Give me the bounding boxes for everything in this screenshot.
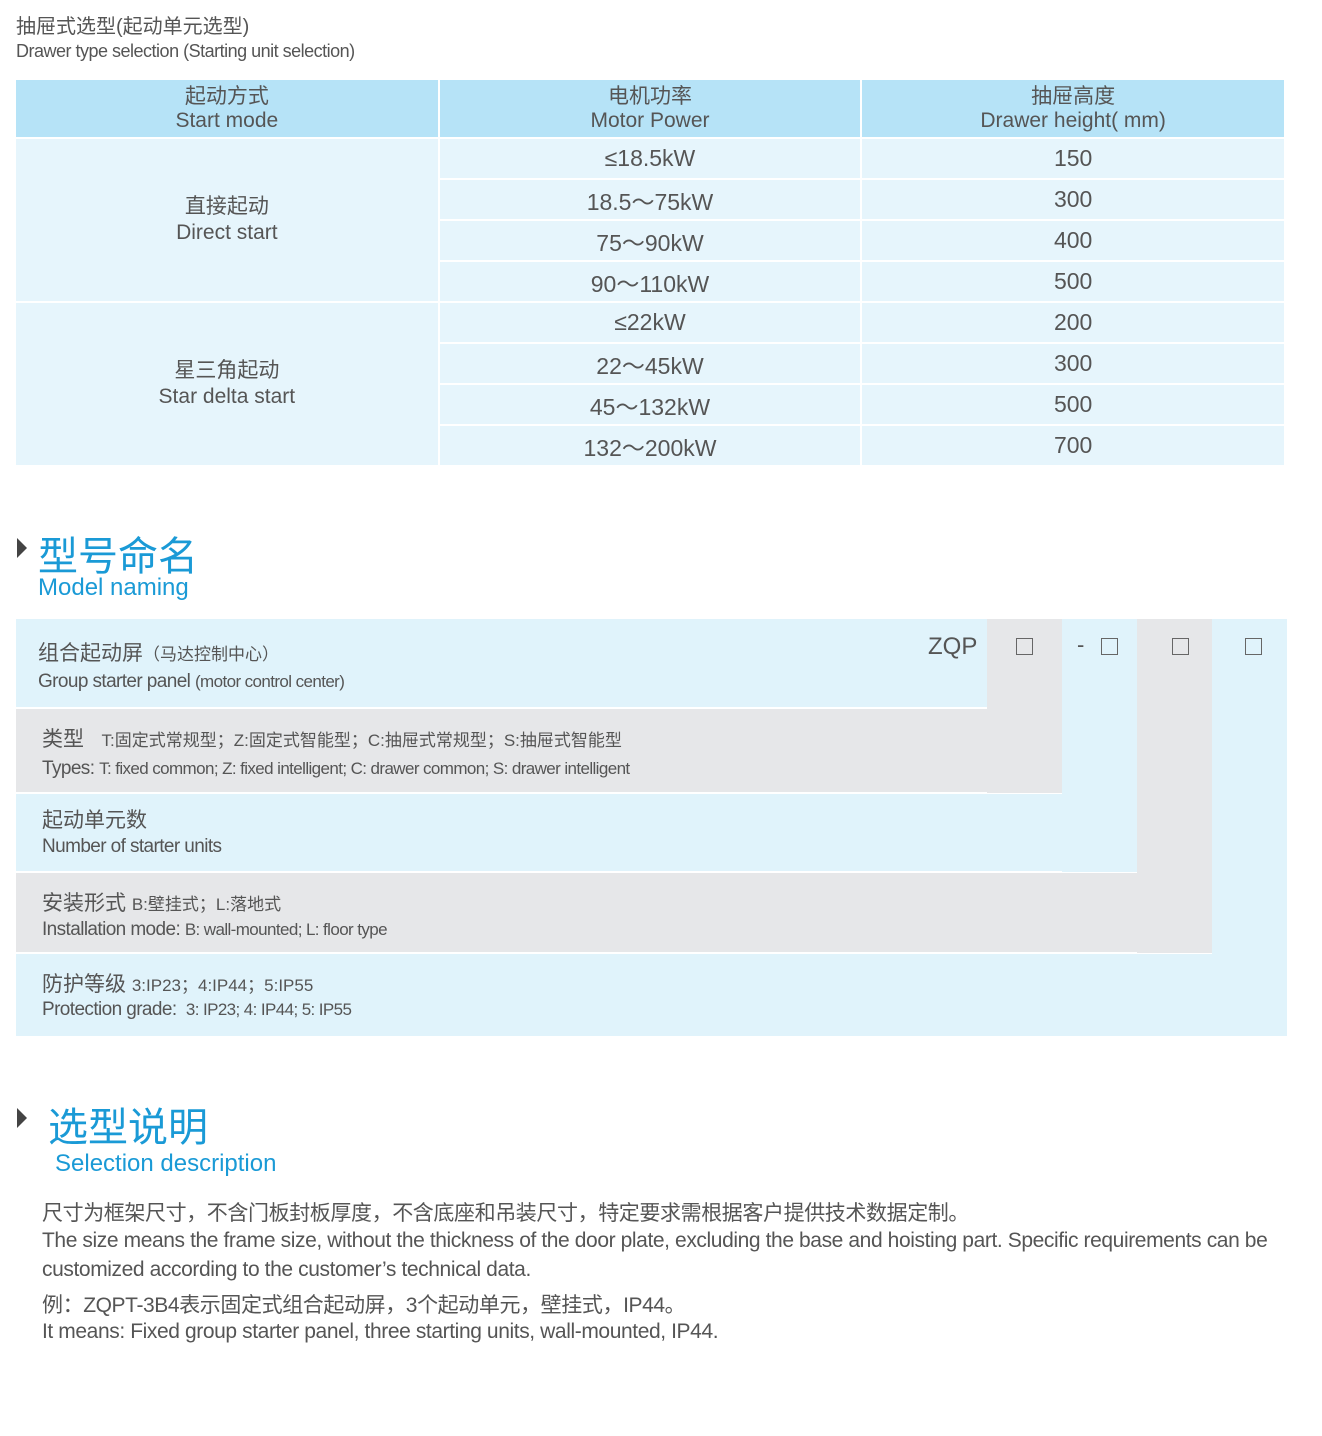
table-row: 90～110kW 500 xyxy=(16,260,1284,302)
mode-cn: 直接起动 xyxy=(184,195,269,218)
row-en: Number of starter units xyxy=(42,836,222,857)
selection-subheading: Selection description xyxy=(55,1150,277,1177)
drawer-selection-table: 起动方式 Start mode 电机功率 Motor Power 抽屉高度 Drawe… xyxy=(16,80,1284,465)
drawer-height-cell: 500 xyxy=(860,260,1284,302)
note: T:固定式常规型；Z:固定式智能型；C:抽屉式常规型；S:抽屉式智能型 xyxy=(101,731,622,750)
table-row: 星三角起动 Star delta start ≤22kW 200 xyxy=(16,301,1284,465)
drawer-height-cell: 400 xyxy=(860,219,1284,261)
row-type: 类型 T:固定式常规型；Z:固定式智能型；C:抽屉式常规型；S:抽屉式智能型 T… xyxy=(16,709,1062,792)
note: (motor control center) xyxy=(195,672,345,691)
header-drawer-height: 抽屉高度 Drawer height( mm) xyxy=(860,80,1284,138)
motor-power-cell: 75～90kW xyxy=(437,219,862,261)
desc-line-cn: 尺寸为框架尺寸，不含门板封板厚度，不含底座和吊装尺寸，特定要求需根据客户提供技术… xyxy=(42,1202,969,1225)
row-cn: 防护等级 3:IP23；4:IP44；5:IP55 xyxy=(42,968,313,998)
drawer-height-cell: 300 xyxy=(860,342,1284,384)
note: 3: IP23; 4: IP44; 5: IP55 xyxy=(185,1000,352,1019)
header-cn: 电机功率 xyxy=(607,84,692,108)
start-mode-cell: 直接起动 Direct start xyxy=(16,137,439,302)
header-motor-power: 电机功率 Motor Power xyxy=(437,80,862,138)
drawer-height-cell: 150 xyxy=(860,137,1284,179)
mode-en: Direct start xyxy=(176,221,278,244)
example-en: It means: Fixed group starter panel, thr… xyxy=(42,1320,719,1343)
row-cn: 起动单元数 xyxy=(42,809,147,832)
mode-cn: 星三角起动 xyxy=(174,359,280,382)
header-cn: 起动方式 xyxy=(184,84,269,108)
label: Types: xyxy=(42,758,95,779)
note: （马达控制中心） xyxy=(143,645,279,664)
row-en: Protection grade: 3: IP23; 4: IP44; 5: I… xyxy=(42,999,352,1021)
motor-power-cell: 132～200kW xyxy=(437,424,862,465)
header-en: Motor Power xyxy=(590,108,710,132)
motor-power-cell: 22～45kW xyxy=(437,342,862,384)
type-placeholder-box xyxy=(1016,638,1033,655)
motor-power-cell: 45～132kW xyxy=(437,383,862,425)
code-prefix: ZQP xyxy=(928,633,978,660)
drawer-title-cn: 抽屉式选型(起动单元选型) xyxy=(16,16,250,38)
label: Installation mode: xyxy=(42,919,181,940)
row-en: Installation mode: B: wall-mounted; L: f… xyxy=(42,919,388,941)
drawer-height-cell: 200 xyxy=(860,301,1284,343)
units-placeholder-box xyxy=(1101,638,1118,655)
note: T: fixed common; Z: fixed intelligent; C… xyxy=(99,759,630,778)
model-naming-heading: 型号命名 xyxy=(38,535,198,579)
row-group-starter: 组合起动屏（马达控制中心） Group starter panel (motor… xyxy=(16,619,987,707)
row-protection: 防护等级 3:IP23；4:IP44；5:IP55 Protection gra… xyxy=(16,954,1287,1036)
selection-heading: 选型说明 xyxy=(48,1106,208,1150)
row-cn: 安装形式 B:壁挂式；L:落地式 xyxy=(42,887,281,917)
motor-power-cell: 90～110kW xyxy=(437,260,862,302)
label: Group starter panel xyxy=(38,671,191,692)
note: B: wall-mounted; L: floor type xyxy=(184,920,388,939)
header-cn: 抽屉高度 xyxy=(1031,84,1116,108)
row-units: 起动单元数 Number of starter units xyxy=(16,794,1137,871)
label: Protection grade: xyxy=(42,999,177,1020)
section-arrow-icon xyxy=(17,1108,27,1128)
label: 类型 xyxy=(42,728,84,751)
drawer-height-cell: 500 xyxy=(860,383,1284,425)
label: 组合起动屏 xyxy=(38,642,143,665)
desc-line-en-cont: customized according to the customer’s t… xyxy=(42,1258,531,1281)
table-row: 22～45kW 300 xyxy=(16,342,1284,384)
row-cn: 类型 T:固定式常规型；Z:固定式智能型；C:抽屉式常规型；S:抽屉式智能型 xyxy=(42,723,622,753)
desc-line-en: The size means the frame size, without t… xyxy=(42,1229,1268,1252)
table-header-row: 起动方式 Start mode 电机功率 Motor Power 抽屉高度 Drawe… xyxy=(16,80,1284,138)
row-install: 安装形式 B:壁挂式；L:落地式 Installation mode: B: w… xyxy=(16,873,1212,952)
row-en: Group starter panel (motor control cente… xyxy=(38,671,345,693)
header-en: Start mode xyxy=(175,108,279,132)
header-en: Drawer height( mm) xyxy=(980,108,1166,132)
model-naming-subheading: Model naming xyxy=(38,574,189,601)
drawer-height-cell: 300 xyxy=(860,178,1284,220)
label: 安装形式 xyxy=(42,892,126,915)
header-start-mode: 起动方式 Start mode xyxy=(16,80,439,138)
row-cn: 组合起动屏（马达控制中心） xyxy=(38,637,279,667)
row-en: Types: T: fixed common; Z: fixed intelli… xyxy=(42,758,630,780)
table-row: 75～90kW 400 xyxy=(16,219,1284,261)
example-cn: 例：ZQPT-3B4表示固定式组合起动屏，3个起动单元，壁挂式，IP44。 xyxy=(42,1294,686,1317)
code-dash: - xyxy=(1077,632,1085,657)
start-mode-cell: 星三角起动 Star delta start xyxy=(16,301,439,465)
label: 防护等级 xyxy=(42,973,126,996)
install-placeholder-box xyxy=(1172,638,1189,655)
motor-power-cell: ≤22kW xyxy=(437,301,862,343)
table-row: 18.5～75kW 300 xyxy=(16,178,1284,220)
mode-en: Star delta start xyxy=(158,385,296,408)
table-row: 132～200kW 700 xyxy=(16,424,1284,465)
table-row: 直接起动 Direct start ≤18.5kW 150 xyxy=(16,137,1284,302)
motor-power-cell: ≤18.5kW xyxy=(437,137,862,179)
table-row: 45～132kW 500 xyxy=(16,383,1284,425)
note: 3:IP23；4:IP44；5:IP55 xyxy=(131,976,314,995)
protection-placeholder-box xyxy=(1245,638,1262,655)
drawer-title-en: Drawer type selection (Starting unit sel… xyxy=(16,41,355,61)
motor-power-cell: 18.5～75kW xyxy=(437,178,862,220)
drawer-height-cell: 700 xyxy=(860,424,1284,465)
note: B:壁挂式；L:落地式 xyxy=(131,895,282,914)
section-arrow-icon xyxy=(17,538,27,558)
